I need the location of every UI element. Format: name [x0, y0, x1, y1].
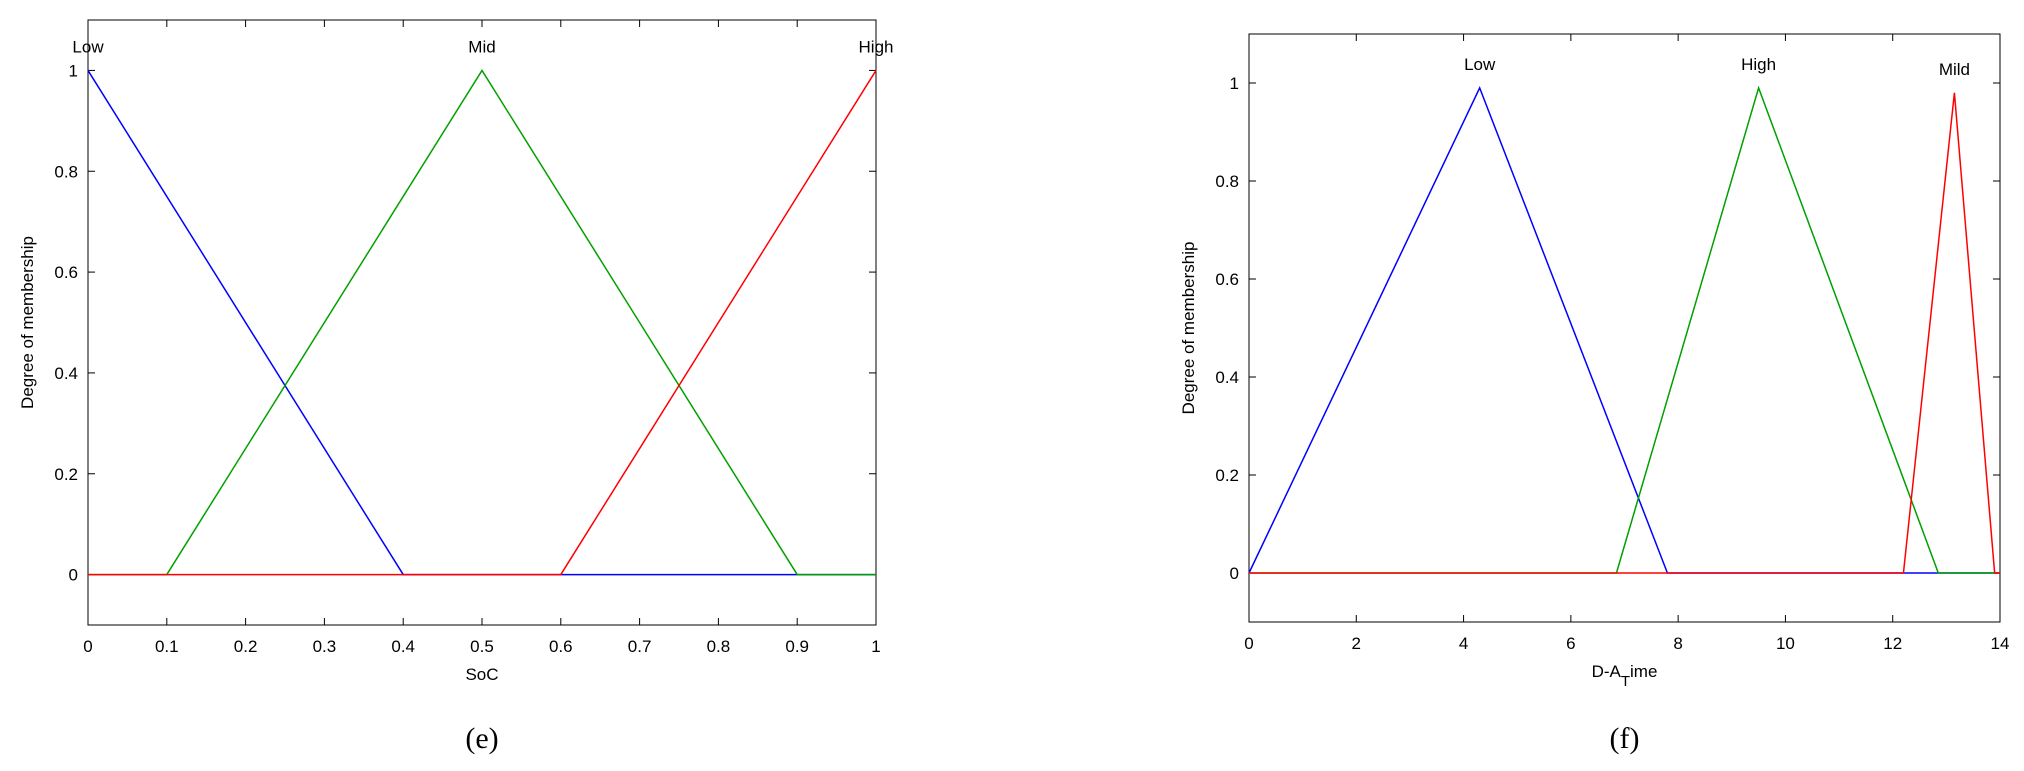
x-tick-label: 0.2 [234, 637, 258, 656]
y-tick-label: 1 [1230, 74, 1239, 93]
y-tick-label: 0.6 [54, 263, 78, 282]
plot-area [87, 19, 877, 626]
x-tick-label: 0.9 [785, 637, 809, 656]
x-tick-label: 12 [1883, 634, 1902, 653]
x-tick-label: 1 [871, 637, 880, 656]
x-tick-label: 0.7 [628, 637, 652, 656]
series-label: Low [1464, 55, 1496, 74]
x-tick-label: 14 [1991, 634, 2010, 653]
x-axis-label-part: ime [1630, 662, 1657, 681]
x-axis-label: D-ATime [1592, 662, 1658, 690]
y-axis-label: Degree of membership [1179, 242, 1198, 415]
x-tick-label: 8 [1673, 634, 1682, 653]
x-axis-label-part: SoC [465, 665, 498, 684]
x-axis-label-part: T [1621, 673, 1630, 690]
x-axis-label-part: D-A [1592, 662, 1622, 681]
y-tick-label: 0.4 [54, 364, 78, 383]
x-tick-label: 0.8 [707, 637, 731, 656]
series-label: High [1741, 55, 1776, 74]
x-axis-label: SoC [465, 665, 498, 684]
series-label: Mid [468, 37, 495, 56]
x-tick-label: 2 [1352, 634, 1361, 653]
series-label: High [859, 37, 894, 56]
y-axis-label: Degree of membership [18, 236, 37, 409]
x-tick-label: 0 [83, 637, 92, 656]
x-tick-label: 0.5 [470, 637, 494, 656]
x-tick-label: 0.4 [391, 637, 415, 656]
caption: (e) [465, 722, 498, 755]
x-tick-label: 10 [1776, 634, 1795, 653]
y-tick-label: 0 [1230, 564, 1239, 583]
y-tick-label: 1 [69, 61, 78, 80]
y-tick-label: 0.2 [54, 465, 78, 484]
x-tick-label: 0 [1244, 634, 1253, 653]
x-tick-label: 0.1 [155, 637, 179, 656]
y-tick-label: 0.6 [1215, 270, 1239, 289]
membership-line [1249, 92, 2000, 574]
caption: (f) [1610, 722, 1640, 755]
y-tick-label: 0 [69, 566, 78, 585]
series-label: Low [72, 37, 104, 56]
x-tick-label: 6 [1566, 634, 1575, 653]
y-tick-label: 0.8 [54, 162, 78, 181]
membership-line [88, 70, 877, 576]
series-label: Mild [1939, 60, 1970, 79]
y-tick-label: 0.8 [1215, 172, 1239, 191]
y-tick-label: 0.4 [1215, 368, 1239, 387]
plot-area [1248, 33, 2001, 623]
x-tick-label: 0.6 [549, 637, 573, 656]
y-tick-label: 0.2 [1215, 466, 1239, 485]
x-tick-label: 0.3 [313, 637, 337, 656]
x-tick-label: 4 [1459, 634, 1468, 653]
